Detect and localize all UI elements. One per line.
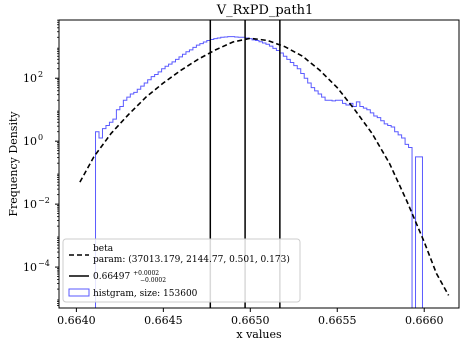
y-tick-label-2: 10 (23, 198, 37, 211)
x-tick-label-4: 0.6660 (405, 314, 444, 327)
beta-fit-line (79, 37, 450, 296)
x-tick-label-1: 0.6645 (144, 314, 183, 327)
y-tick-label-0: 10 (23, 72, 37, 85)
x-tick-label-2: 0.6650 (231, 314, 270, 327)
histogram-series (95, 36, 433, 308)
y-tick-exp-3: −4 (38, 259, 50, 268)
legend-hist-swatch (68, 288, 90, 297)
chart-title: V_RxPD_path1 (216, 3, 314, 18)
legend: beta param: (37013.179, 2144.77, 0.501, … (62, 238, 301, 303)
x-tick-label-0: 0.6640 (57, 314, 96, 327)
legend-box (62, 238, 301, 303)
legend-beta-label: beta (93, 244, 114, 254)
x-tick-label-3: 0.6655 (318, 314, 357, 327)
legend-beta-params: param: (37013.179, 2144.77, 0.501, 0.173… (93, 254, 290, 265)
x-axis-label: x values (236, 328, 282, 341)
y-axis-label: Frequency Density (7, 111, 20, 217)
legend-vline-label: 0.66497 +0.0002 −0.0002 (93, 268, 166, 284)
legend-vline-upper: +0.0002 (133, 270, 159, 277)
legend-vline-value: 0.66497 (93, 272, 130, 282)
y-tick-label-1: 10 (23, 135, 37, 148)
y-tick-label-3: 10 (23, 261, 37, 274)
y-tick-exp-2: −2 (38, 196, 50, 205)
y-tick-exp-0: 2 (38, 70, 43, 79)
legend-hist-label: histgram, size: 153600 (93, 289, 198, 299)
y-tick-exp-1: 0 (38, 133, 43, 142)
legend-vline-lower: −0.0002 (140, 277, 166, 284)
plot-frame (58, 19, 460, 309)
